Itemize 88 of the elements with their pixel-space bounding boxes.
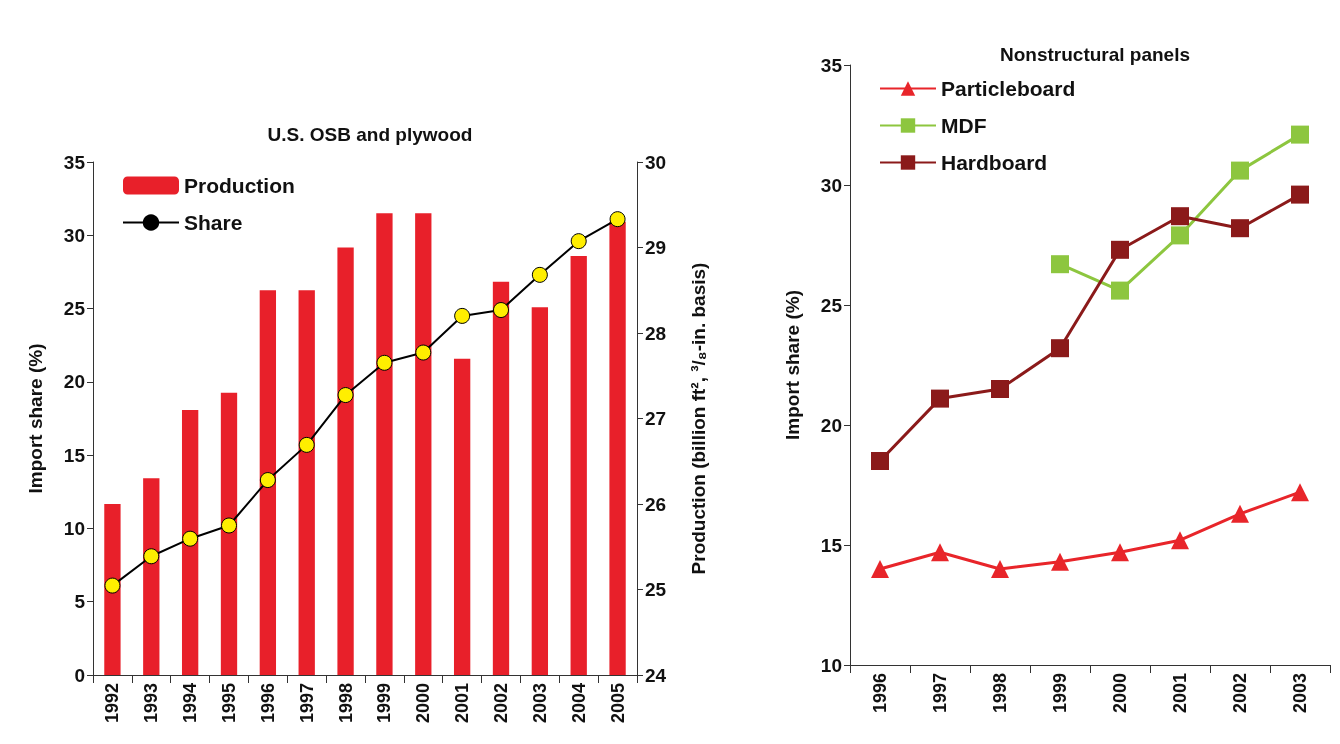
legend-label: Production (184, 174, 295, 197)
point (221, 517, 237, 534)
x-tick-label: 1996 (257, 683, 278, 724)
x-tick-label: 2001 (452, 683, 473, 724)
point (104, 577, 121, 594)
point (1291, 125, 1309, 144)
point (1171, 531, 1189, 550)
x-tick-label: 2002 (1230, 673, 1250, 714)
point (1231, 504, 1249, 523)
point (1171, 207, 1189, 226)
point (454, 307, 471, 324)
x-tick-label: 1994 (180, 683, 201, 724)
y2-tick-label: 25 (645, 579, 667, 600)
x-tick-label: 2003 (1290, 673, 1310, 714)
point (1111, 240, 1129, 259)
point (337, 387, 354, 404)
x-tick-label: 2005 (607, 683, 628, 724)
point (1111, 281, 1129, 300)
legend-label: MDF (941, 114, 987, 137)
y2-axis-title: Production (billion ft², ³/₈-in. basis) (688, 262, 709, 575)
x-tick-label: 1997 (296, 683, 317, 724)
y2-tick-label: 24 (645, 664, 667, 686)
point (1051, 552, 1069, 571)
chart-title: Nonstructural panels (999, 44, 1191, 65)
y-tick-label: 15 (820, 534, 843, 556)
point (298, 436, 315, 453)
point (1231, 219, 1249, 238)
point (1051, 255, 1069, 274)
x-tick-label: 1993 (141, 683, 162, 724)
point (415, 344, 432, 361)
point (931, 389, 949, 408)
legend-label: Hardboard (941, 151, 1048, 174)
x-tick-label: 1996 (870, 673, 890, 714)
point (531, 266, 548, 283)
point (493, 302, 509, 319)
y-tick-label: 5 (74, 591, 86, 613)
y-tick-label: 35 (63, 151, 86, 173)
x-tick-label: 1992 (102, 683, 123, 724)
point (376, 354, 393, 371)
y2-tick-label: 28 (645, 322, 667, 344)
point (259, 472, 276, 489)
point (871, 560, 889, 578)
y-tick-label: 10 (63, 517, 85, 539)
point (1291, 483, 1309, 502)
y2-tick-label: 27 (645, 408, 667, 429)
point (609, 211, 626, 228)
x-tick-label: 1999 (1050, 673, 1070, 714)
point (931, 543, 949, 562)
y-tick-label: 25 (820, 294, 843, 316)
y-tick-label: 15 (63, 444, 86, 466)
point (182, 530, 199, 547)
point (991, 380, 1009, 398)
y-tick-label: 20 (820, 414, 842, 436)
y-tick-label: 30 (820, 174, 842, 196)
point (1171, 226, 1189, 245)
x-tick-label: 1995 (219, 683, 239, 724)
y-tick-label: 35 (820, 54, 843, 76)
y-axis-title: Import share (%) (782, 290, 803, 440)
x-tick-label: 2001 (1170, 673, 1190, 714)
y-tick-label: 10 (820, 654, 842, 676)
chart-title: U.S. OSB and plywood (267, 124, 473, 145)
y2-tick-label: 29 (645, 237, 667, 258)
y2-tick-label: 30 (645, 151, 667, 173)
x-tick-label: 2000 (1110, 673, 1130, 714)
point (570, 233, 587, 250)
legend-label: Particleboard (941, 77, 1076, 100)
point (1111, 543, 1129, 562)
x-tick-label: 2002 (491, 683, 511, 724)
point (143, 548, 160, 565)
legend-label: Share (184, 211, 243, 234)
x-tick-label: 2003 (529, 683, 550, 724)
x-tick-label: 1999 (374, 683, 395, 724)
y-tick-label: 30 (63, 224, 85, 246)
point (991, 560, 1009, 578)
y-tick-label: 20 (63, 371, 85, 393)
x-tick-label: 1998 (335, 683, 356, 724)
y-tick-label: 25 (63, 298, 86, 320)
y-axis-title: Import share (%) (25, 343, 46, 494)
point (1231, 161, 1249, 180)
y-tick-label: 0 (74, 664, 85, 686)
y2-tick-label: 26 (645, 493, 667, 515)
x-tick-label: 1998 (990, 673, 1010, 714)
point (871, 452, 889, 470)
x-tick-label: 2004 (568, 683, 589, 724)
x-tick-label: 1997 (930, 673, 950, 714)
x-tick-label: 2000 (413, 683, 434, 724)
point (1051, 339, 1069, 358)
point (1291, 185, 1309, 204)
